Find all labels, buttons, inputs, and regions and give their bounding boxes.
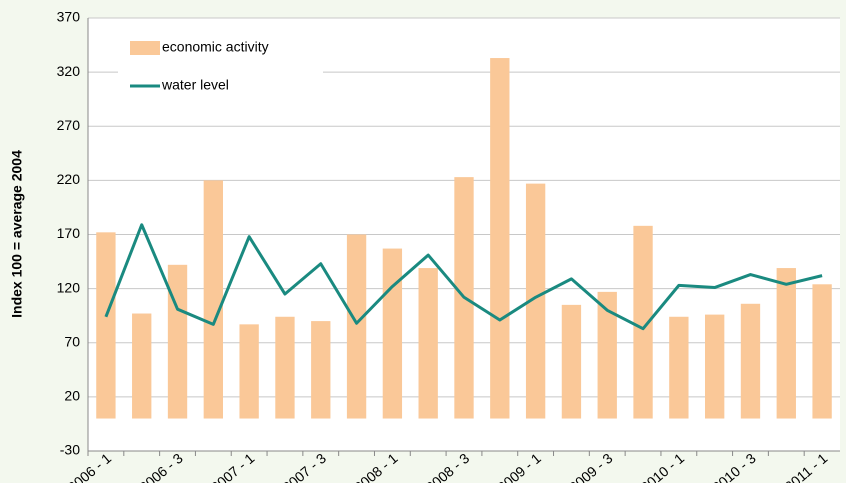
line [104, 223, 823, 331]
y-tick-label: 20 [64, 388, 80, 404]
bar [275, 316, 295, 419]
x-tick-label: 2011 - 1 [782, 450, 831, 483]
bar [704, 314, 725, 419]
x-tick-label: 2009 - 3 [566, 450, 616, 483]
bar [669, 316, 689, 419]
bar [740, 303, 761, 419]
bar [633, 225, 653, 419]
y-tick-label: 370 [57, 9, 81, 25]
bar [812, 284, 832, 419]
x-tick-label: 2010 - 1 [638, 450, 688, 483]
bar [382, 248, 403, 419]
legend-label: water level [161, 77, 229, 93]
x-tick-label: 2008 - 3 [423, 450, 473, 483]
bar [96, 232, 116, 419]
bar [167, 264, 188, 419]
y-tick-label: -30 [60, 442, 80, 458]
y-axis-label: Index 100 = average 2004 [9, 150, 25, 318]
x-tick-label: 2009 - 1 [494, 450, 544, 483]
bar [203, 180, 224, 419]
y-tick-label: 270 [57, 117, 81, 133]
x-tick-label: 2010 - 3 [709, 450, 759, 483]
bar [239, 324, 259, 419]
legend-label: economic activity [162, 39, 269, 55]
y-tick-label: 170 [57, 225, 81, 241]
y-tick-label: 320 [57, 63, 81, 79]
y-tick-label: 120 [57, 279, 81, 295]
bar [132, 313, 152, 419]
x-tick-label: 2006 - 3 [136, 450, 186, 483]
x-tick-label: 2008 - 1 [351, 450, 401, 483]
x-tick-label: 2007 - 1 [208, 450, 258, 483]
legend-swatch [130, 41, 160, 55]
bar [418, 268, 438, 419]
bar [776, 268, 796, 419]
bar [346, 234, 367, 419]
bar [490, 58, 510, 419]
bar [311, 321, 331, 419]
x-tick-label: 2007 - 3 [279, 450, 329, 483]
bar [525, 183, 546, 419]
bar [561, 304, 582, 419]
y-tick-label: 70 [64, 333, 80, 349]
bar [597, 291, 617, 419]
y-tick-label: 220 [57, 171, 81, 187]
